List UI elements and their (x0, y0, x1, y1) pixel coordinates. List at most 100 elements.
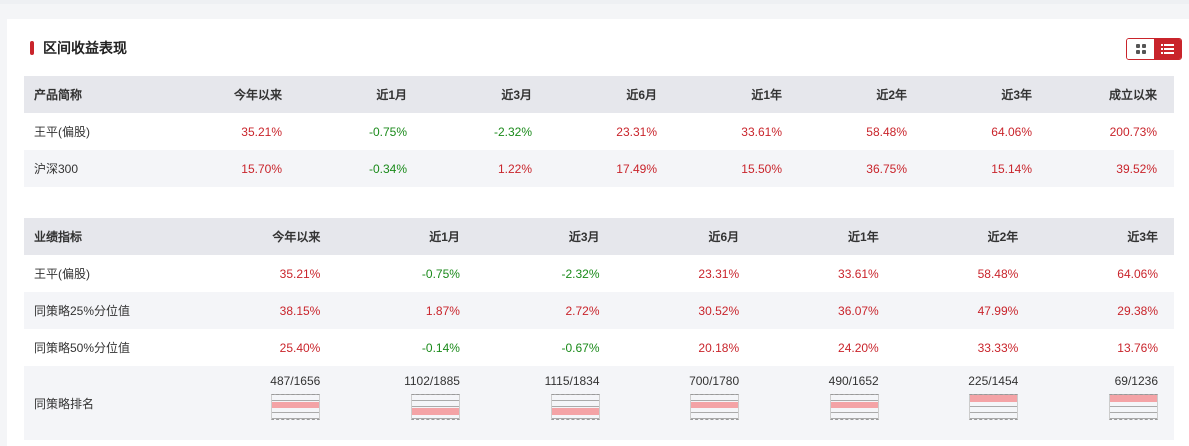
quartile-fill (691, 401, 739, 408)
return-cell: -0.34% (299, 150, 424, 187)
quartile-fill (830, 401, 878, 408)
metric-cell: -2.32% (475, 255, 616, 292)
metric-cell: 13.76% (1034, 329, 1174, 366)
metrics-table: 业绩指标 今年以来 近1月 近3月 近6月 近1年 近2年 近3年 王平(偏股)… (24, 218, 1174, 440)
quartile-indicator (271, 394, 321, 420)
col-header[interactable]: 近6月 (549, 76, 674, 113)
metric-cell: 1.87% (336, 292, 476, 329)
return-cell: 35.21% (174, 113, 299, 150)
col-header[interactable]: 今年以来 (174, 76, 299, 113)
return-cell: 1.22% (424, 150, 549, 187)
metric-cell: 29.38% (1034, 292, 1174, 329)
metric-cell: 24.20% (755, 329, 895, 366)
returns-table: 产品简称 今年以来 近1月 近3月 近6月 近1年 近2年 近3年 成立以来 王… (24, 76, 1174, 187)
title-accent-bar (30, 41, 34, 55)
metric-cell: -0.75% (336, 255, 476, 292)
rank-cell: 490/1652 (755, 366, 895, 440)
col-header[interactable]: 近2年 (894, 218, 1035, 255)
product-name: 王平(偏股) (24, 113, 174, 150)
table-row: 同策略25%分位值 38.15% 1.87% 2.72% 30.52% 36.0… (24, 292, 1174, 329)
rank-cell: 1115/1834 (475, 366, 616, 440)
col-header[interactable]: 近3月 (424, 76, 549, 113)
section-title: 区间收益表现 (43, 40, 127, 56)
col-header[interactable]: 近3年 (1034, 218, 1174, 255)
metric-name: 同策略50%分位值 (24, 329, 197, 366)
section-header: 区间收益表现 (7, 19, 1189, 75)
quartile-fill (551, 408, 599, 415)
col-header[interactable]: 近1年 (755, 218, 895, 255)
metric-name: 王平(偏股) (24, 255, 197, 292)
rank-value: 1102/1885 (404, 374, 460, 388)
metric-cell: 30.52% (615, 292, 756, 329)
metric-cell: 25.40% (196, 329, 337, 366)
quartile-indicator (829, 394, 879, 420)
rank-value: 225/1454 (968, 374, 1019, 388)
metrics-header-row: 业绩指标 今年以来 近1月 近3月 近6月 近1年 近2年 近3年 (24, 218, 1174, 255)
table-row: 沪深300 15.70% -0.34% 1.22% 17.49% 15.50% … (24, 150, 1174, 187)
rank-cell: 1102/1885 (336, 366, 476, 440)
rank-row: 同策略排名 487/1656 1102/1885 1115/1834 700/1… (24, 366, 1174, 440)
table-row: 同策略50%分位值 25.40% -0.14% -0.67% 20.18% 24… (24, 329, 1174, 366)
col-header[interactable]: 产品简称 (24, 76, 174, 113)
quartile-indicator (410, 394, 460, 420)
list-icon (1161, 44, 1174, 54)
table-row: 王平(偏股) 35.21% -0.75% -2.32% 23.31% 33.61… (24, 255, 1174, 292)
metric-cell: 20.18% (615, 329, 756, 366)
metric-cell: 36.07% (755, 292, 895, 329)
return-cell: 15.70% (174, 150, 299, 187)
return-cell: 15.50% (674, 150, 799, 187)
col-header[interactable]: 近1月 (336, 218, 476, 255)
rank-value: 700/1780 (689, 374, 740, 388)
col-header[interactable]: 近6月 (615, 218, 756, 255)
metric-cell: 64.06% (1034, 255, 1174, 292)
return-cell: 17.49% (549, 150, 674, 187)
table-row: 王平(偏股) 35.21% -0.75% -2.32% 23.31% 33.61… (24, 113, 1174, 150)
rank-value: 1115/1834 (544, 374, 600, 388)
col-header[interactable]: 成立以来 (1049, 76, 1174, 113)
quartile-indicator (969, 394, 1019, 420)
metric-cell: 33.61% (755, 255, 895, 292)
col-header[interactable]: 业绩指标 (24, 218, 197, 255)
col-header[interactable]: 近2年 (799, 76, 924, 113)
quartile-fill (970, 395, 1018, 402)
metric-cell: 23.31% (615, 255, 756, 292)
rank-value: 487/1656 (270, 374, 321, 388)
return-cell: 15.14% (924, 150, 1049, 187)
quartile-indicator (550, 394, 600, 420)
returns-header-row: 产品简称 今年以来 近1月 近3月 近6月 近1年 近2年 近3年 成立以来 (24, 76, 1174, 113)
grid-view-button[interactable] (1127, 39, 1154, 59)
col-header[interactable]: 近1月 (299, 76, 424, 113)
product-name: 沪深300 (24, 150, 174, 187)
rank-cell: 700/1780 (615, 366, 756, 440)
return-cell: 58.48% (799, 113, 924, 150)
return-cell: 36.75% (799, 150, 924, 187)
return-cell: 64.06% (924, 113, 1049, 150)
quartile-fill (1110, 395, 1157, 402)
col-header[interactable]: 近3年 (924, 76, 1049, 113)
metric-cell: 35.21% (196, 255, 337, 292)
rank-value: 490/1652 (828, 374, 879, 388)
quartile-indicator (690, 394, 740, 420)
metric-cell: 47.99% (894, 292, 1035, 329)
metric-cell: 33.33% (894, 329, 1035, 366)
returns-panel: 区间收益表现 (7, 19, 1189, 446)
metric-cell: 58.48% (894, 255, 1035, 292)
return-cell: 200.73% (1049, 113, 1174, 150)
col-header[interactable]: 近1年 (674, 76, 799, 113)
metric-name: 同策略25%分位值 (24, 292, 197, 329)
rank-cell: 69/1236 (1034, 366, 1174, 440)
metric-cell: -0.14% (336, 329, 476, 366)
quartile-fill (411, 408, 459, 415)
rank-value: 69/1236 (1114, 374, 1158, 388)
rank-cell: 487/1656 (196, 366, 337, 440)
col-header[interactable]: 今年以来 (196, 218, 337, 255)
list-view-button[interactable] (1154, 39, 1181, 59)
metric-cell: 2.72% (475, 292, 616, 329)
return-cell: 39.52% (1049, 150, 1174, 187)
metric-cell: 38.15% (196, 292, 337, 329)
metric-cell: -0.67% (475, 329, 616, 366)
quartile-fill (272, 401, 320, 408)
col-header[interactable]: 近3月 (475, 218, 616, 255)
top-strip (0, 0, 1189, 4)
view-toggle (1126, 38, 1182, 60)
